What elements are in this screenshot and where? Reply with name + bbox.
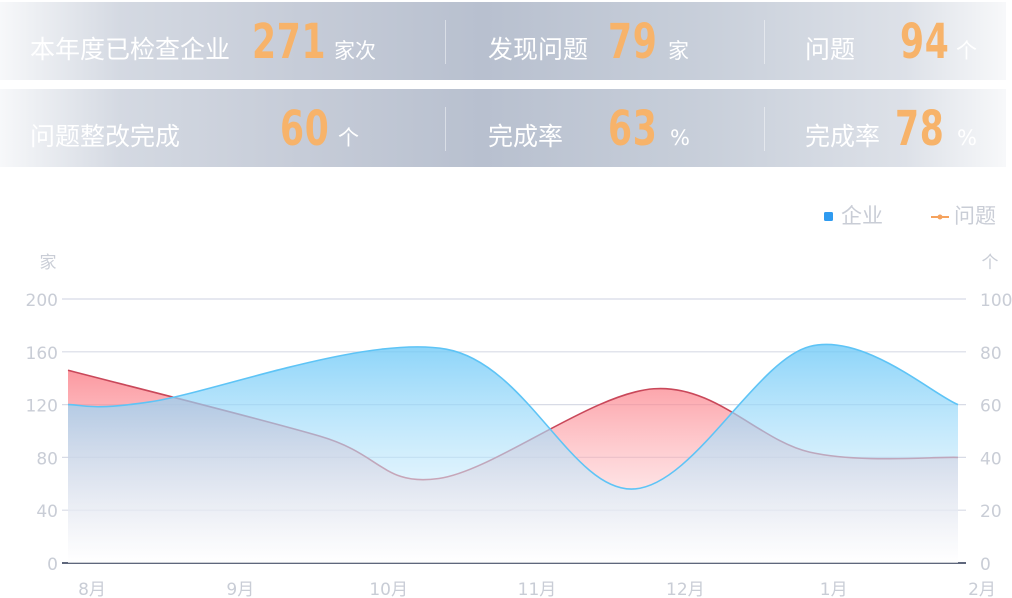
series-area-enterprise	[68, 344, 958, 563]
y-right-tick-label: 20	[980, 502, 1002, 522]
y-right-tick-label: 0	[980, 555, 991, 575]
divider	[764, 20, 765, 64]
stat-value: 79	[608, 14, 658, 70]
legend-issue-label: 问题	[954, 204, 996, 228]
stat-unit: 个	[956, 39, 978, 63]
y-right-unit: 个	[982, 253, 999, 273]
chart-legend: 企业 问题	[824, 204, 996, 228]
x-tick-label: 10月	[369, 580, 408, 598]
stat-completion-rate-2: 完成率 78 %	[805, 101, 977, 157]
divider	[445, 20, 446, 64]
stat-issues: 问题 94 个	[805, 14, 977, 70]
stats-row-bottom	[0, 89, 1006, 167]
stat-completion-rate-1: 完成率 63 %	[488, 101, 690, 157]
x-tick-label: 2月	[968, 580, 996, 598]
y-left-tick-label: 160	[26, 344, 58, 364]
x-tick-label: 11月	[518, 580, 557, 598]
stat-unit: 家次	[334, 39, 377, 63]
stat-rectified: 问题整改完成 60 个	[30, 101, 359, 157]
stat-value: 78	[895, 101, 945, 157]
y-left-tick-label: 40	[36, 502, 58, 522]
legend-enterprise-label: 企业	[841, 204, 883, 228]
stat-label: 完成率	[805, 122, 881, 151]
y-right-tick-label: 60	[980, 397, 1002, 417]
stat-unit: %	[670, 126, 690, 150]
legend-issue-marker-dot	[937, 214, 943, 220]
stat-checked-enterprises: 本年度已检查企业 271 家次	[30, 14, 376, 70]
y-right-tick-label: 100	[980, 291, 1012, 311]
y-left-unit: 家	[40, 253, 57, 273]
stat-value: 63	[608, 101, 658, 157]
y-left-tick-label: 0	[47, 555, 58, 575]
stat-label: 问题	[805, 35, 856, 64]
stat-label: 发现问题	[488, 35, 589, 64]
stats-row-top	[0, 2, 1006, 80]
x-tick-label: 12月	[666, 580, 705, 598]
stat-found-issues: 发现问题 79 家	[488, 14, 689, 70]
stat-unit: 个	[338, 126, 360, 150]
stat-label: 问题整改完成	[30, 122, 181, 151]
stat-unit: %	[957, 126, 977, 150]
stat-value: 60	[280, 101, 330, 157]
y-left-tick-label: 200	[26, 291, 58, 311]
series-line-enterprise	[67, 343, 959, 490]
x-tick-label: 9月	[226, 580, 254, 598]
divider	[764, 107, 765, 151]
stat-unit: 家	[668, 39, 690, 63]
stat-label: 本年度已检查企业	[30, 35, 231, 64]
y-left-tick-label: 120	[26, 397, 58, 417]
y-right-tick-label: 80	[980, 344, 1002, 364]
stat-label: 完成率	[488, 122, 564, 151]
divider	[445, 107, 446, 151]
x-tick-label: 1月	[820, 580, 848, 598]
legend-enterprise-marker	[824, 212, 833, 221]
x-tick-label: 8月	[78, 580, 106, 598]
y-right-tick-label: 40	[980, 449, 1002, 469]
y-left-tick-label: 80	[36, 449, 58, 469]
